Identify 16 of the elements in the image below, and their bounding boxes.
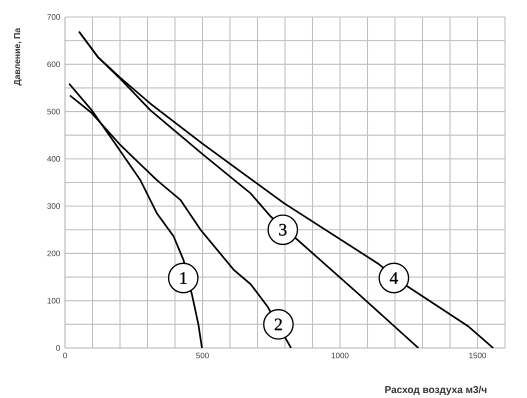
- x-axis-title: Расход воздуха м3/ч: [385, 386, 486, 396]
- y-tick-label: 300: [47, 203, 60, 209]
- y-tick-label: 100: [48, 298, 60, 304]
- x-tick-label: 500: [196, 352, 209, 358]
- x-tick-label: 1000: [332, 352, 349, 358]
- y-tick-label: 600: [47, 61, 60, 68]
- y-tick-label: 500: [47, 108, 60, 114]
- y-tick-label: 700: [47, 14, 60, 20]
- x-tick-label: 0: [63, 352, 67, 358]
- y-tick-label: 0: [56, 345, 60, 351]
- annotation: 3: [279, 224, 286, 236]
- y-tick-label: 200: [47, 250, 60, 256]
- x-tick-label: 1500: [469, 352, 486, 358]
- y-axis-title: Давление, Па: [14, 28, 22, 86]
- annotation: 2: [274, 318, 282, 330]
- y-tick-label: 400: [47, 156, 60, 162]
